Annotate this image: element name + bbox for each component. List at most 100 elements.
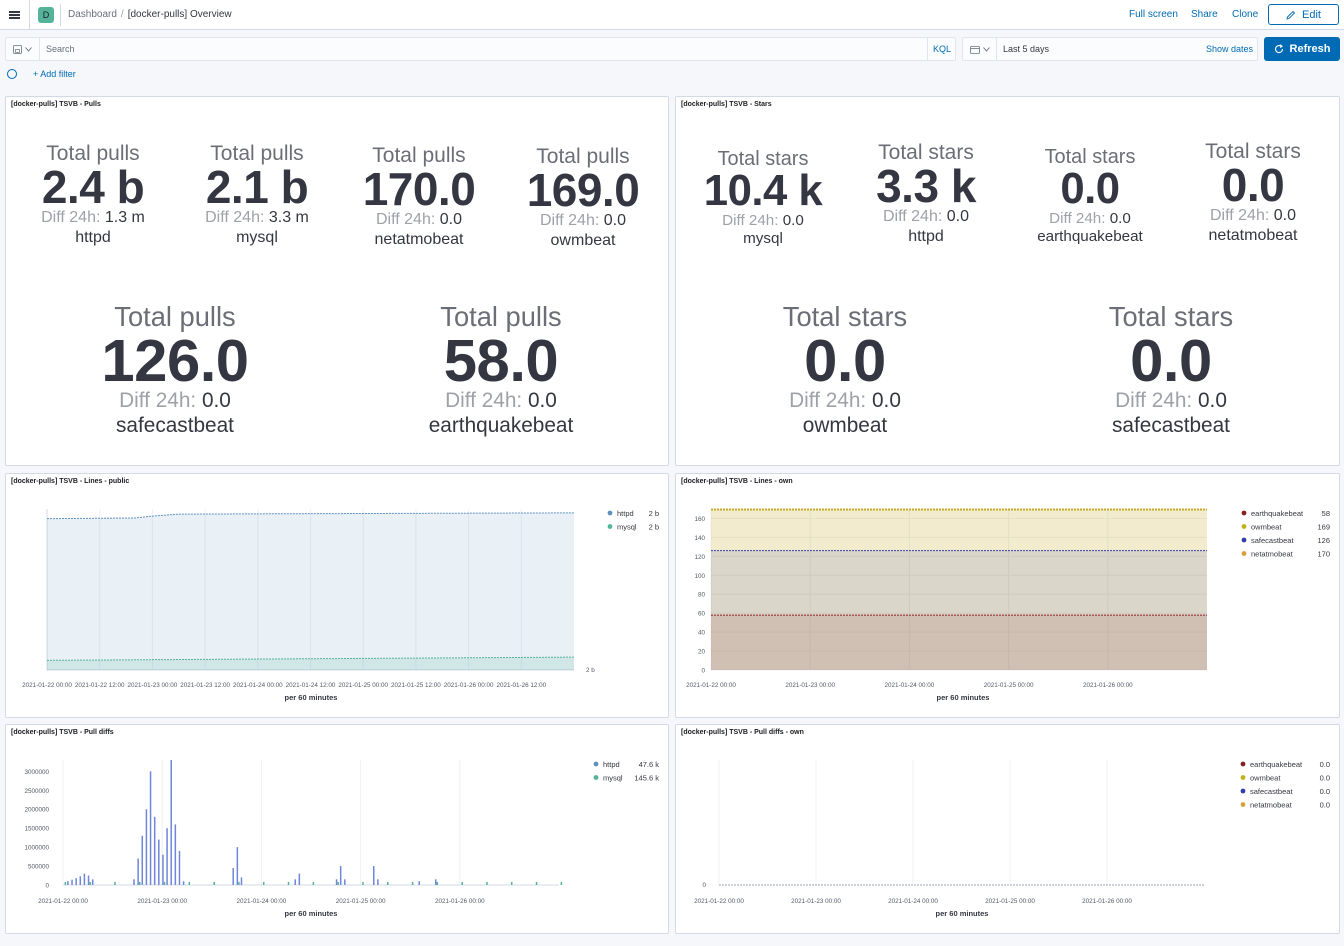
date-picker: Last 5 days Show dates	[962, 37, 1258, 61]
series-area-safecastbeat	[711, 550, 1207, 670]
bar-httpd	[178, 850, 181, 885]
metric-tile: Total stars 0.0 Diff 24h: 0.0 netatmobeat	[1205, 141, 1301, 247]
bar-mysql	[114, 881, 116, 885]
bar-httpd	[377, 879, 379, 885]
bar-httpd	[339, 866, 342, 885]
axis-max-label: 2 b	[586, 667, 595, 674]
metric-value: 10.4 k	[703, 165, 823, 215]
x-tick-label: 2021-01-26 12:00	[496, 682, 546, 689]
metric-value: 169.0	[526, 164, 640, 216]
metric-name: netatmobeat	[1208, 227, 1298, 244]
edit-button[interactable]: Edit	[1268, 4, 1339, 25]
y-tick-label: 140	[694, 535, 705, 542]
legend-series-value: 0.0	[1320, 801, 1330, 810]
chevron-down-icon	[25, 46, 32, 52]
search-bar: Search KQL	[5, 37, 956, 61]
bar-httpd	[133, 879, 135, 885]
chart-footer-label: per 60 minutes	[285, 693, 338, 702]
bar-mysql	[486, 881, 488, 885]
panel-pull-diffs: [docker-pulls] TSVB - Pull diffs 0 500000…	[5, 724, 669, 934]
bar-mysql	[263, 881, 265, 885]
legend-series-value: 2 b	[649, 509, 659, 518]
y-tick-label: 500000	[28, 864, 50, 871]
refresh-button[interactable]: Refresh	[1264, 37, 1340, 61]
legend-series-name: netatmobeat	[1251, 550, 1294, 559]
edit-button-label: Edit	[1302, 8, 1321, 21]
metric-name: httpd	[75, 229, 111, 246]
bar-mysql	[436, 881, 439, 885]
full-screen-link[interactable]: Full screen	[1129, 9, 1178, 20]
metric-diff-label: Diff 24h:	[883, 208, 943, 225]
refresh-button-label: Refresh	[1289, 43, 1331, 55]
date-range-text[interactable]: Last 5 days	[1003, 44, 1050, 54]
metric-diff: Diff 24h: 0.0	[876, 208, 976, 226]
menu-toggle-button[interactable]	[0, 0, 30, 30]
metric-diff: Diff 24h: 3.3 m	[205, 209, 309, 227]
bar-httpd	[182, 881, 185, 885]
breadcrumb-separator: /	[120, 9, 124, 20]
metric-name: safecastbeat	[1112, 414, 1230, 438]
metric-tile: Total stars 3.3 k Diff 24h: 0.0 httpd	[876, 142, 976, 248]
breadcrumb-dashboard-link[interactable]: Dashboard	[68, 9, 117, 20]
metric-tile: Total pulls 2.4 b Diff 24h: 1.3 m httpd	[41, 143, 145, 249]
metric-value: 0.0	[1060, 163, 1120, 213]
metric-diff: Diff 24h: 0.0	[704, 212, 822, 229]
kql-toggle-button[interactable]: KQL	[927, 38, 956, 60]
metric-value: 58.0	[443, 326, 559, 394]
y-tick-label: 80	[698, 592, 706, 599]
saved-query-button[interactable]	[6, 38, 40, 60]
space-avatar[interactable]: D	[38, 7, 54, 23]
metric-diff-label: Diff 24h:	[205, 209, 265, 226]
bar-mysql	[89, 881, 91, 885]
hamburger-icon	[9, 10, 20, 21]
clone-link[interactable]: Clone	[1232, 9, 1259, 20]
search-input[interactable]: Search	[46, 44, 75, 54]
series-line-mysql	[46, 656, 575, 661]
y-tick-label: 2000000	[24, 807, 49, 814]
chevron-down-icon	[982, 46, 990, 52]
lines-own-chart: 0 20 40 60 80 100 120 140 160 2021-01-22 00:00 202…	[686, 508, 1330, 702]
quick-select-button[interactable]	[963, 38, 997, 60]
divider	[60, 4, 61, 26]
x-tick-label: 2021-01-23 12:00	[180, 682, 230, 689]
pull-diffs-chart: 0 500000 1000000 1500000 2000000 2500000 30000…	[24, 760, 659, 918]
metric-tile: Total stars 10.4 k Diff 24h: 0.0 mysql	[703, 148, 823, 250]
legend-series-value: 145.6 k	[634, 774, 659, 783]
legend-dot-icon	[607, 524, 613, 529]
metric-label: Total stars	[717, 148, 809, 170]
x-tick-label: 2021-01-25 00:00	[336, 898, 386, 905]
metric-tile: Total stars 0.0 Diff 24h: 0.0 safecastbeat	[1109, 302, 1233, 441]
legend-dot-icon	[1240, 802, 1246, 807]
x-tick-label: 2021-01-24 12:00	[286, 682, 336, 689]
show-dates-link[interactable]: Show dates	[1205, 44, 1253, 54]
legend-series-value: 0.0	[1320, 760, 1330, 769]
x-tick-label: 2021-01-22 00:00	[22, 682, 72, 689]
legend-series-value: 170	[1317, 550, 1330, 559]
metric-label: Total stars	[1205, 140, 1301, 163]
bar-httpd	[91, 879, 94, 885]
metric-diff-label: Diff 24h:	[445, 388, 523, 412]
bar-httpd	[170, 760, 172, 885]
bar-mysql	[312, 881, 315, 885]
metric-name: earthquakebeat	[428, 414, 574, 438]
x-tick-label: 2021-01-22 00:00	[38, 898, 88, 905]
legend-series-name: mysql	[617, 523, 637, 532]
metric-tile: Total pulls 2.1 b Diff 24h: 3.3 m mysql	[205, 143, 309, 249]
panel-pull-diffs-own: [docker-pulls] TSVB - Pull diffs - own 2…	[675, 724, 1340, 934]
metric-name: mysql	[743, 229, 783, 247]
legend-dot-icon	[593, 775, 599, 780]
bar-httpd	[75, 878, 77, 885]
metric-diff-label: Diff 24h:	[1049, 209, 1106, 227]
bar-httpd	[158, 839, 160, 885]
filter-options-icon[interactable]	[7, 69, 17, 79]
chart-footer-label: per 60 minutes	[285, 909, 338, 918]
metric-name: netatmobeat	[374, 231, 464, 248]
share-link[interactable]: Share	[1191, 9, 1218, 20]
metric-value: 3.3 k	[876, 160, 976, 212]
metric-name: httpd	[908, 228, 944, 245]
legend-series-value: 2 b	[649, 523, 659, 532]
legend-series-name: safecastbeat	[1250, 787, 1293, 796]
add-filter-button[interactable]: + Add filter	[33, 69, 76, 79]
metric-label: Total pulls	[536, 145, 630, 168]
panel-title: [docker-pulls] TSVB - Pull diffs - own	[681, 729, 804, 736]
